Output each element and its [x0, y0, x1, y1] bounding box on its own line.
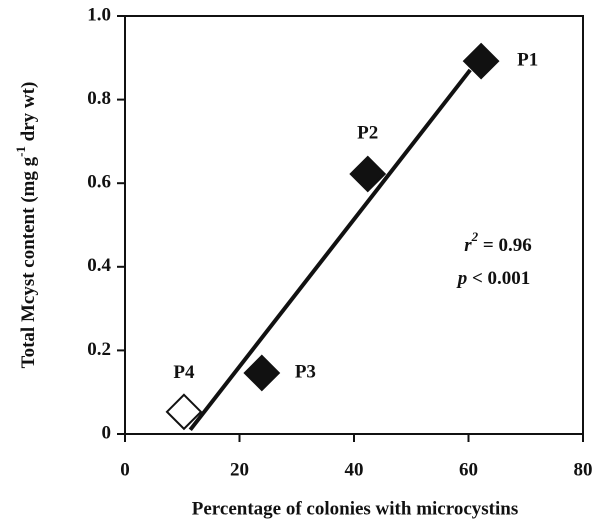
y-axis-label: Total Mcyst content (mg g-1 dry wt) [13, 82, 39, 369]
annotation-sup: 2 [471, 229, 479, 244]
y-tick-label: 1.0 [87, 4, 111, 25]
point-label: P4 [173, 362, 195, 383]
annotation: r2 = 0.96 [464, 229, 531, 256]
annotation: p < 0.001 [456, 268, 531, 289]
annotation-part: p [456, 268, 468, 289]
y-tick-label: 0 [102, 422, 112, 443]
y-tick-label: 0.6 [87, 172, 111, 193]
annotation-part: r [464, 235, 472, 256]
y-tick-label: 0.8 [87, 88, 111, 109]
y-tick-label: 0.4 [87, 255, 111, 276]
point [349, 155, 387, 193]
point [165, 393, 203, 431]
point-label: P3 [295, 361, 316, 382]
y-label-part: dry wt) [18, 82, 39, 146]
x-tick-label: 20 [230, 459, 249, 480]
fit-line [188, 68, 472, 432]
annotation-part: = 0.96 [478, 235, 532, 256]
point [462, 42, 500, 80]
y-tick-label: 0.2 [87, 339, 111, 360]
annotation-part: < 0.001 [467, 268, 530, 289]
x-tick-label: 0 [120, 459, 130, 480]
x-tick-label: 60 [459, 459, 478, 480]
point-label: P1 [517, 50, 538, 71]
x-axis-label: Percentage of colonies with microcystins [192, 498, 518, 519]
point-label: P2 [357, 122, 378, 143]
point [243, 354, 281, 392]
x-tick-label: 40 [345, 459, 364, 480]
y-label-sup: -1 [13, 146, 28, 157]
x-tick-label: 80 [574, 459, 593, 480]
y-label-part: Total Mcyst content (mg g [18, 156, 39, 368]
